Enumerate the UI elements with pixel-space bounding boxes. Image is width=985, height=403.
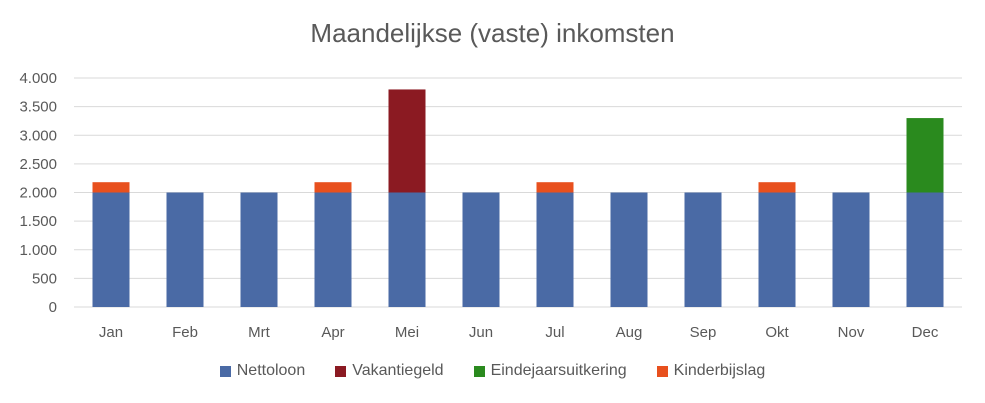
x-tick-label: Sep: [690, 324, 717, 341]
y-tick-label: 1.500: [19, 213, 57, 230]
bar-nettoloon-mei: [388, 192, 426, 307]
bar-nettoloon-feb: [166, 192, 204, 307]
legend-label: Nettoloon: [236, 362, 306, 379]
chart-title: Maandelijkse (vaste) inkomsten: [310, 18, 675, 48]
legend-item-kinderbijslag: Kinderbijslag: [656, 362, 766, 380]
y-tick-label: 0: [49, 299, 57, 316]
bar-nettoloon-apr: [314, 192, 352, 307]
legend-item-nettoloon: Nettoloon: [219, 362, 306, 380]
x-tick-label: Dec: [912, 324, 939, 341]
legend-swatch: [656, 365, 668, 377]
bar-kinderbijslag-apr: [314, 182, 352, 193]
legend-swatch: [473, 365, 485, 377]
x-tick-label: Jun: [469, 324, 493, 341]
y-tick-label: 2.500: [19, 156, 57, 173]
legend-item-vakantiegeld: Vakantiegeld: [335, 362, 444, 380]
x-tick-label: Mrt: [248, 324, 270, 341]
legend-swatch: [219, 365, 231, 377]
legend-label: Eindejaarsuitkering: [490, 362, 627, 379]
bar-nettoloon-mrt: [240, 192, 278, 307]
bar-nettoloon-dec: [906, 192, 944, 307]
bar-nettoloon-okt: [758, 192, 796, 307]
legend-label: Vakantiegeld: [352, 362, 444, 379]
x-tick-label: Okt: [765, 324, 789, 341]
y-tick-label: 3.500: [19, 99, 57, 116]
bar-nettoloon-aug: [610, 192, 648, 307]
bar-eindejaarsuitkering-dec: [906, 118, 944, 193]
bar-nettoloon-jul: [536, 192, 574, 307]
legend-label: Kinderbijslag: [673, 362, 766, 379]
x-tick-label: Nov: [838, 324, 865, 341]
y-tick-label: 1.000: [19, 242, 57, 259]
legend-swatch: [335, 365, 347, 377]
y-tick-label: 4.000: [19, 70, 57, 87]
bar-vakantiegeld-mei: [388, 89, 426, 193]
legend-item-eindejaarsuitkering: Eindejaarsuitkering: [473, 362, 627, 380]
bar-kinderbijslag-jan: [92, 182, 130, 193]
y-tick-label: 2.000: [19, 185, 57, 202]
x-tick-label: Jan: [99, 324, 123, 341]
legend: Nettoloon Vakantiegeld Eindejaarsuitkering…: [0, 362, 985, 380]
bar-kinderbijslag-jul: [536, 182, 574, 193]
x-tick-label: Aug: [616, 324, 643, 341]
x-tick-label: Feb: [172, 324, 198, 341]
x-tick-label: Apr: [321, 324, 344, 341]
bar-nettoloon-jan: [92, 192, 130, 307]
bar-kinderbijslag-okt: [758, 182, 796, 193]
y-tick-label: 500: [32, 270, 57, 287]
bar-nettoloon-jun: [462, 192, 500, 307]
x-tick-label: Jul: [545, 324, 564, 341]
bar-nettoloon-nov: [832, 192, 870, 307]
bar-nettoloon-sep: [684, 192, 722, 307]
y-tick-label: 3.000: [19, 127, 57, 144]
x-tick-label: Mei: [395, 324, 419, 341]
